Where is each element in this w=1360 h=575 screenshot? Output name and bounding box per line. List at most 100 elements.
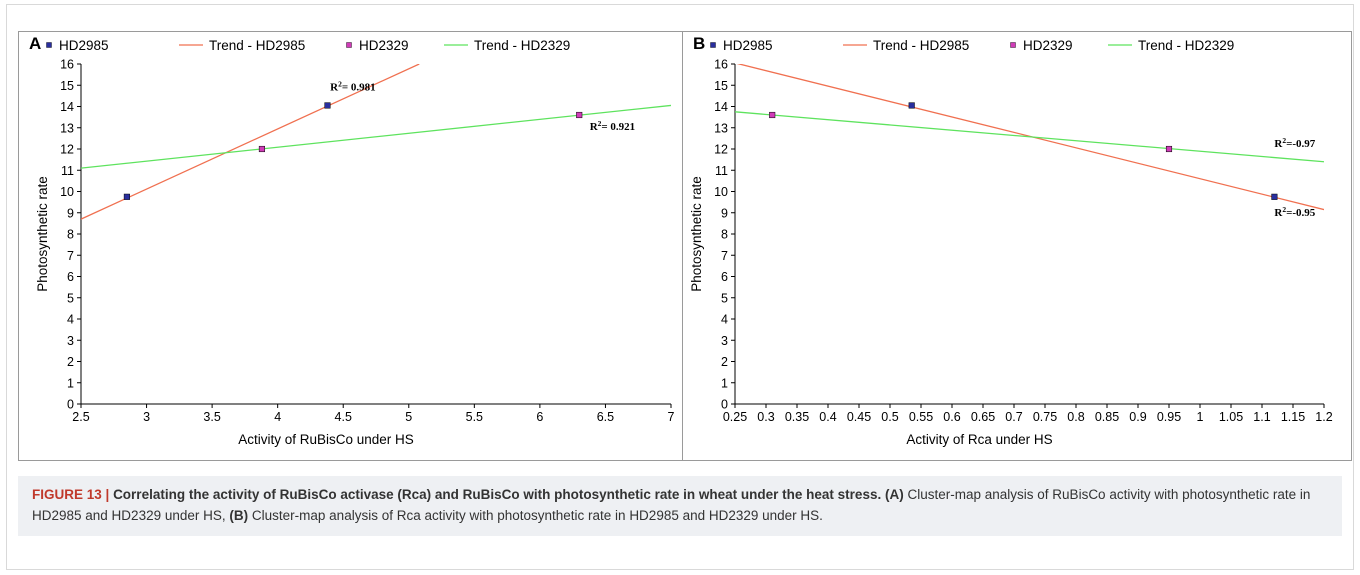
figure-caption: FIGURE 13 | Correlating the activity of …	[18, 476, 1342, 536]
caption-part-b-tag: (B)	[229, 508, 249, 523]
caption-part-b-text: Cluster-map analysis of Rca activity wit…	[251, 508, 823, 523]
legend-a-label-3: Trend - HD2329	[474, 38, 570, 53]
chart-b-x-tick-label-1: 0.3	[757, 410, 774, 424]
chart-b-r2-main-1: R	[1274, 207, 1283, 219]
chart-a-y-tick-label-8: 8	[67, 228, 74, 242]
chart-b-x-tick-label-7: 0.6	[943, 410, 960, 424]
chart-b-y-tick-label-14: 14	[714, 100, 728, 114]
chart-b-point-0-0	[908, 102, 915, 109]
chart-b-x-tick-label-0: 0.25	[723, 410, 747, 424]
chart-b-panel-label: B	[693, 34, 705, 53]
chart-a-r2-sup-1: 2	[598, 119, 602, 128]
legend-a-marker-2	[346, 42, 352, 48]
chart-b-r2-annotation-0: R2=-0.97	[1274, 136, 1315, 150]
chart-b-y-tick-label-8: 8	[721, 228, 728, 242]
chart-b-x-tick-label-19: 1.2	[1315, 410, 1332, 424]
chart-a-r2-main-0: R	[330, 82, 339, 94]
chart-b-y-tick-label-12: 12	[714, 143, 728, 157]
chart-a-x-tick-label-9: 7	[668, 410, 675, 424]
chart-b-x-tick-label-12: 0.85	[1095, 410, 1119, 424]
chart-b-y-tick-label-0: 0	[721, 398, 728, 412]
chart-a-x-tick-label-7: 6	[536, 410, 543, 424]
chart-a-x-tick-label-4: 4.5	[335, 410, 352, 424]
chart-b-x-tick-label-5: 0.5	[881, 410, 898, 424]
chart-a-y-tick-label-3: 3	[67, 334, 74, 348]
chart-a-y-tick-label-15: 15	[60, 79, 74, 93]
chart-a-r2-annotation-1: R2= 0.921	[590, 119, 635, 133]
chart-b-point-2-0	[769, 111, 776, 119]
chart-b-x-tick-label-3: 0.4	[819, 410, 836, 424]
chart-a-point-2-1	[576, 111, 583, 119]
chart-a-canvas: A HD2985 Trend - HD2985 HD2329 Trend - HD232…	[29, 34, 675, 447]
chart-b-point-2-1	[1165, 145, 1173, 153]
chart-b-x-tick-label-16: 1.05	[1219, 410, 1243, 424]
chart-b-x-tick-label-9: 0.7	[1005, 410, 1022, 424]
chart-a-y-tick-label-6: 6	[67, 270, 74, 284]
chart-b-r2-value-0: =-0.97	[1286, 138, 1316, 150]
chart-b-r2-value-1: =-0.95	[1286, 207, 1316, 219]
chart-b-y-tick-label-4: 4	[721, 313, 728, 327]
chart-a-x-tick-label-8: 6.5	[597, 410, 614, 424]
chart-a-y-tick-label-12: 12	[60, 143, 74, 157]
chart-b-y-tick-label-13: 13	[714, 121, 728, 135]
chart-a-x-axis-title: Activity of RuBisCo under HS	[238, 432, 414, 447]
chart-b-y-axis-title: Photosynthetic rate	[689, 176, 704, 292]
legend-b-label-0: HD2985	[723, 38, 773, 53]
chart-a-trend-group	[81, 64, 671, 220]
chart-b-y-tick-label-9: 9	[721, 206, 728, 220]
chart-b-r2-sup-1: 2	[1282, 205, 1286, 214]
chart-a-point-0-0	[123, 193, 130, 200]
legend-b-marker-0	[710, 42, 716, 48]
chart-b-y-tick-label-15: 15	[714, 79, 728, 93]
chart-a-y-tick-label-10: 10	[60, 185, 74, 199]
chart-b-r2-main-0: R	[1274, 138, 1283, 150]
chart-a-y-tick-label-11: 11	[61, 164, 74, 178]
chart-a-point-2-0	[258, 145, 265, 153]
chart-a-point-0-1	[324, 102, 331, 109]
legend-b-label-2: HD2329	[1023, 38, 1073, 53]
chart-b-r2-annotation-1: R2=-0.95	[1274, 205, 1315, 219]
chart-b-trend-group	[735, 64, 1324, 211]
caption-part-a-text: Cluster-map analysis of RuBisCo activity…	[32, 487, 1311, 523]
caption-figure-label: FIGURE 13 |	[32, 487, 110, 502]
chart-a-x-tick-label-6: 5.5	[466, 410, 483, 424]
legend-a-label-1: Trend - HD2985	[209, 38, 305, 53]
chart-b-y-tick-label-3: 3	[721, 334, 728, 348]
chart-b-point-0-1	[1271, 193, 1278, 200]
chart-b-x-tick-label-17: 1.1	[1253, 410, 1270, 424]
chart-b-x-tick-label-18: 1.15	[1281, 410, 1305, 424]
chart-b-y-tick-label-6: 6	[721, 270, 728, 284]
legend-b-marker-2	[1010, 42, 1016, 48]
chart-a-panel-label: A	[29, 34, 41, 53]
chart-a-x-tick-label-2: 3.5	[203, 410, 220, 424]
chart-a-y-tick-label-14: 14	[60, 100, 74, 114]
chart-a-y-tick-label-13: 13	[60, 121, 74, 135]
chart-b-x-tick-label-15: 1	[1197, 410, 1204, 424]
chart-b-y-tick-label-2: 2	[721, 355, 728, 369]
chart-b-x-axis-title: Activity of Rca under HS	[906, 432, 1052, 447]
legend-a-marker-0	[46, 42, 52, 48]
chart-b-y-tick-label-10: 10	[714, 185, 728, 199]
chart-a-y-tick-label-16: 16	[60, 58, 74, 72]
legend-a-label-2: HD2329	[359, 38, 409, 53]
chart-b-y-tick-label-11: 11	[715, 164, 728, 178]
chart-a-r2-main-1: R	[590, 121, 599, 133]
chart-b-x-tick-label-8: 0.65	[971, 410, 995, 424]
figure-frame	[6, 4, 1354, 570]
chart-a-y-tick-label-1: 1	[67, 376, 74, 390]
chart-b-x-tick-label-14: 0.95	[1157, 410, 1181, 424]
legend-a-label-0: HD2985	[59, 38, 109, 53]
chart-a-r2-sup-0: 2	[338, 80, 342, 89]
chart-b-canvas: B HD2985 Trend - HD2985 HD2329 Trend - HD232…	[689, 34, 1333, 447]
caption-part-a-tag: (A)	[884, 487, 904, 502]
chart-a-x-tick-label-1: 3	[143, 410, 150, 424]
chart-b-x-tick-label-10: 0.75	[1033, 410, 1057, 424]
chart-b-x-tick-label-2: 0.35	[785, 410, 809, 424]
chart-b-y-tick-label-7: 7	[721, 249, 728, 263]
chart-b-y-tick-label-16: 16	[714, 58, 728, 72]
chart-b-x-tick-label-6: 0.55	[909, 410, 933, 424]
chart-b-r2-sup-0: 2	[1282, 136, 1286, 145]
chart-panel-a: A HD2985 Trend - HD2985 HD2329 Trend - HD232…	[18, 31, 688, 461]
chart-b-x-tick-label-13: 0.9	[1129, 410, 1146, 424]
legend-b-label-1: Trend - HD2985	[873, 38, 969, 53]
